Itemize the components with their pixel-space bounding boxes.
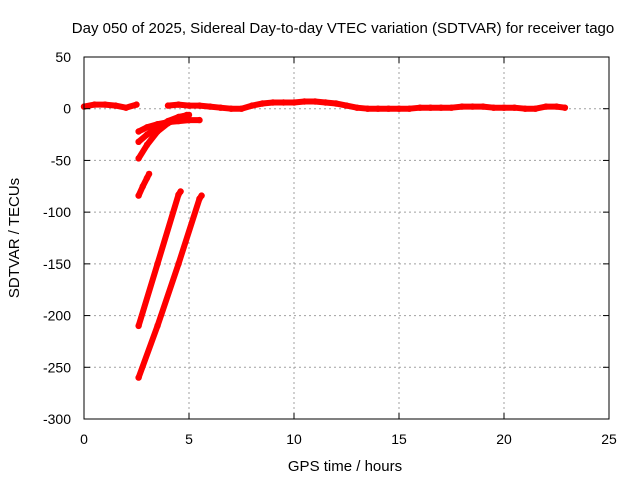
data-point <box>553 103 560 110</box>
x-tick-label: 10 <box>286 431 302 447</box>
y-tick-labels: 50 0 -50 -100 -150 -200 -250 -300 <box>43 49 71 427</box>
data-point <box>183 111 191 119</box>
data-point <box>290 99 298 106</box>
data-point <box>145 170 153 178</box>
data-point <box>122 104 130 111</box>
data-point <box>91 101 98 108</box>
data-point <box>206 103 214 110</box>
series-arc-8 <box>135 192 205 381</box>
data-point <box>343 102 350 109</box>
x-tick-label: 0 <box>80 431 88 447</box>
data-point <box>135 374 142 381</box>
data-point <box>532 105 539 112</box>
data-point <box>175 114 182 122</box>
data-point <box>196 116 203 124</box>
data-point <box>301 98 308 105</box>
series-arc-2 <box>164 98 569 112</box>
x-tick-label: 25 <box>601 431 617 447</box>
data-point <box>143 124 151 131</box>
data-point <box>154 260 161 268</box>
data-point <box>198 192 205 199</box>
y-axis-title: SDTVAR / TECUs <box>6 178 23 298</box>
x-tick-label: 15 <box>391 431 407 447</box>
x-tick-label: 20 <box>496 431 512 447</box>
x-tick-label: 5 <box>185 431 193 447</box>
data-point <box>217 104 224 111</box>
plot-frame <box>83 56 610 420</box>
data-point <box>133 101 140 108</box>
data-point <box>448 104 455 111</box>
axis-ticks <box>83 56 610 420</box>
y-tick-label: -250 <box>43 359 71 375</box>
data-point <box>322 99 329 106</box>
y-tick-label: 0 <box>63 101 71 117</box>
data-point <box>561 104 569 111</box>
data-point <box>196 102 203 109</box>
data-point <box>385 105 392 112</box>
series-arc-5 <box>135 111 191 162</box>
data-point <box>521 105 529 112</box>
series-arc-1 <box>80 101 140 111</box>
x-axis-title: GPS time / hours <box>288 458 402 475</box>
data-point <box>269 99 277 106</box>
y-tick-label: -100 <box>43 204 71 220</box>
data-point <box>143 131 151 138</box>
data-point <box>416 104 424 111</box>
data-point <box>490 104 497 111</box>
data-point <box>511 104 518 111</box>
data-point <box>374 105 382 112</box>
data-point <box>395 105 403 112</box>
y-tick-label: -150 <box>43 256 71 272</box>
y-tick-label: -50 <box>51 152 71 168</box>
data-point <box>154 322 161 330</box>
data-point <box>135 138 142 145</box>
data-point <box>154 128 161 135</box>
chart-title: Day 050 of 2025, Sidereal Day-to-day VTE… <box>72 20 614 37</box>
data-point <box>143 141 151 149</box>
data-point <box>458 103 466 110</box>
data-point <box>164 102 172 109</box>
data-point <box>135 128 142 135</box>
y-tick-label: 50 <box>55 49 71 65</box>
series-arc-7 <box>135 188 184 330</box>
data-series <box>80 98 569 381</box>
data-point <box>101 101 109 108</box>
data-point <box>227 105 235 112</box>
data-point <box>135 322 142 330</box>
data-point <box>437 104 445 111</box>
data-point <box>139 183 146 190</box>
data-point <box>469 103 476 110</box>
data-point <box>135 192 142 199</box>
data-point <box>164 120 172 127</box>
data-point <box>500 104 508 111</box>
data-point <box>185 102 193 109</box>
data-point <box>364 105 371 112</box>
data-point <box>248 102 256 109</box>
data-point <box>177 188 184 195</box>
x-tick-labels: 0 5 10 15 20 25 <box>80 431 617 447</box>
data-point <box>238 105 245 112</box>
data-point <box>332 100 340 107</box>
data-point <box>406 105 413 112</box>
data-point <box>427 104 434 111</box>
series-arc-6 <box>135 170 153 199</box>
data-point <box>175 101 182 108</box>
data-point <box>112 102 119 109</box>
data-point <box>135 155 142 162</box>
data-point <box>175 260 182 268</box>
data-point <box>479 103 487 110</box>
data-point <box>280 99 287 106</box>
data-point <box>311 98 319 105</box>
y-tick-label: -300 <box>43 411 71 427</box>
data-point <box>542 103 550 110</box>
data-point <box>185 116 193 124</box>
data-point <box>353 104 361 111</box>
data-point <box>259 100 266 107</box>
y-tick-label: -200 <box>43 308 71 324</box>
